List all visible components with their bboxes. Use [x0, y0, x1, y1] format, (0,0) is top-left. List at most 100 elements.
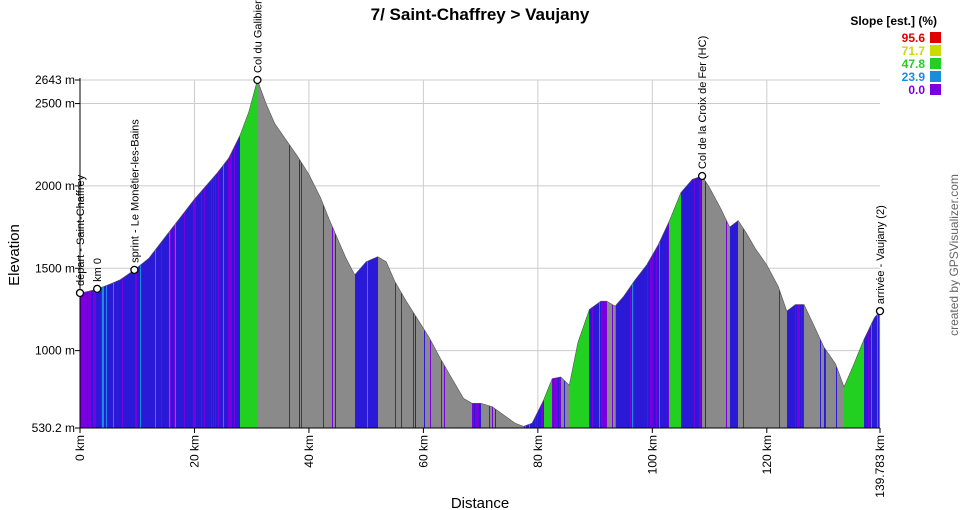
profile-column: [200, 192, 202, 428]
profile-column: [133, 270, 135, 428]
profile-column: [867, 331, 869, 428]
profile-column: [816, 331, 818, 428]
profile-column: [229, 156, 231, 429]
profile-column: [631, 285, 633, 428]
profile-column: [281, 133, 283, 428]
y-tick-label: 2500 m: [35, 97, 75, 111]
profile-column: [214, 176, 216, 428]
profile-column: [702, 176, 704, 428]
profile-column: [367, 261, 369, 428]
profile-column: [264, 99, 266, 429]
profile-column: [774, 279, 776, 428]
profile-column: [678, 198, 680, 428]
profile-column: [717, 202, 719, 428]
profile-column: [796, 304, 798, 428]
profile-column: [328, 217, 330, 428]
profile-column: [786, 310, 788, 428]
profile-column: [830, 356, 832, 428]
profile-column: [315, 187, 317, 428]
profile-column: [849, 374, 851, 428]
profile-column: [309, 175, 311, 428]
profile-column: [808, 314, 810, 428]
profile-column: [293, 150, 295, 428]
profile-column: [308, 173, 310, 428]
profile-column: [549, 385, 551, 428]
profile-column: [364, 263, 366, 428]
legend-label: 23.9: [902, 70, 926, 84]
profile-column: [763, 260, 765, 428]
profile-column: [374, 258, 376, 428]
profile-column: [336, 236, 338, 428]
profile-column: [502, 414, 504, 428]
profile-column: [172, 227, 174, 428]
profile-column: [365, 262, 367, 428]
profile-column: [777, 285, 779, 428]
profile-column: [207, 184, 209, 428]
profile-column: [735, 222, 737, 428]
profile-column: [526, 425, 528, 428]
profile-column: [846, 381, 848, 428]
profile-column: [440, 358, 442, 428]
profile-column: [123, 277, 125, 428]
profile-column: [873, 319, 875, 428]
profile-column: [758, 253, 760, 428]
legend-swatch: [930, 32, 941, 43]
profile-column: [107, 285, 109, 428]
profile-column: [194, 199, 196, 428]
profile-column: [840, 377, 842, 428]
profile-column: [237, 140, 239, 428]
profile-column: [380, 258, 382, 428]
profile-column: [284, 137, 286, 428]
profile-column: [421, 325, 423, 428]
profile-column: [665, 229, 667, 428]
profile-column: [767, 266, 769, 428]
profile-column: [408, 304, 410, 428]
profile-column: [129, 273, 131, 428]
profile-column: [582, 329, 584, 428]
profile-column: [454, 382, 456, 428]
profile-column: [84, 292, 86, 428]
profile-column: [689, 182, 691, 428]
profile-column: [794, 305, 796, 428]
profile-column: [103, 286, 105, 428]
profile-column: [411, 309, 413, 428]
profile-column: [403, 296, 405, 428]
profile-column: [621, 298, 623, 428]
profile-column: [300, 161, 302, 428]
profile-column: [422, 326, 424, 428]
profile-column: [538, 410, 540, 428]
profile-column: [599, 302, 601, 428]
profile-column: [204, 187, 206, 428]
profile-column: [359, 269, 361, 428]
profile-column: [551, 380, 553, 428]
profile-column: [707, 184, 709, 428]
profile-column: [342, 250, 344, 428]
profile-column: [191, 202, 193, 428]
legend-swatch: [930, 71, 941, 82]
profile-column: [224, 163, 226, 428]
profile-column: [339, 243, 341, 428]
profile-column: [128, 273, 130, 428]
profile-column: [792, 306, 794, 428]
profile-column: [860, 347, 862, 428]
profile-column: [772, 275, 774, 428]
profile-column: [746, 233, 748, 428]
profile-column: [532, 422, 534, 428]
profile-column: [639, 274, 641, 428]
y-tick-label: 1500 m: [35, 261, 75, 275]
profile-column: [637, 276, 639, 428]
profile-column: [210, 180, 212, 428]
profile-column: [824, 348, 826, 428]
profile-column: [877, 314, 879, 428]
profile-column: [179, 218, 181, 428]
profile-column: [383, 260, 385, 428]
profile-column: [375, 257, 377, 428]
profile-column: [644, 267, 646, 428]
profile-column: [140, 264, 142, 428]
profile-column: [340, 245, 342, 428]
profile-column: [833, 360, 835, 428]
profile-column: [318, 193, 320, 428]
profile-column: [381, 258, 383, 428]
profile-column: [146, 260, 148, 428]
